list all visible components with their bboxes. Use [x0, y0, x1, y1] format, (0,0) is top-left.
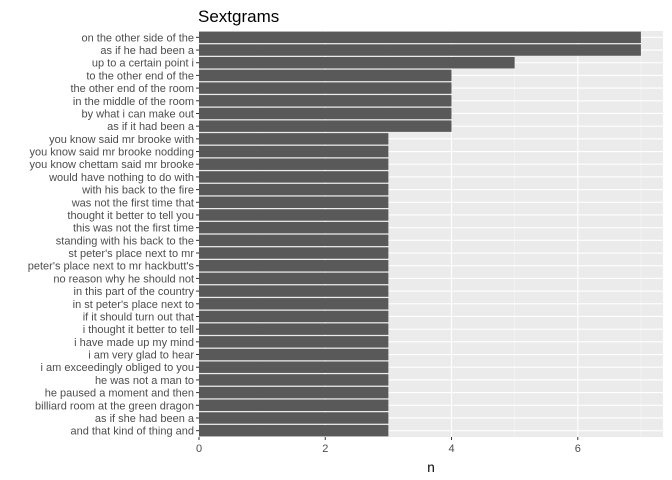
y-tick-label: you know chettam said mr brooke [30, 159, 194, 171]
x-tick-label: 4 [448, 443, 454, 455]
x-axis-label: n [427, 460, 435, 475]
bar [199, 260, 389, 272]
y-tick-label: billiard room at the green dragon [35, 400, 194, 412]
y-tick-label: in this part of the country [74, 286, 195, 298]
y-tick-label: on the other side of the [81, 32, 194, 44]
y-tick-label: as if he had been a [100, 45, 194, 57]
chart-title: Sextgrams [198, 7, 279, 26]
bar [199, 272, 389, 285]
y-tick-label: to the other end of the [86, 70, 194, 82]
y-tick-label: was not the first time that [71, 197, 194, 209]
bar [199, 247, 389, 259]
y-tick-label: in the middle of the room [73, 96, 194, 108]
bar [199, 196, 389, 208]
y-tick-label: i have made up my mind [74, 337, 194, 349]
bar [199, 145, 389, 158]
bar [199, 412, 389, 424]
y-tick-label: i thought it better to tell [83, 324, 194, 336]
y-tick-label: st peter's place next to mr [68, 248, 194, 260]
bar [199, 82, 452, 94]
y-tick-label: this was not the first time [73, 223, 194, 235]
y-tick-label: he paused a moment and then [45, 388, 194, 400]
y-tick-label: no reason why he should not [53, 273, 194, 285]
y-tick-label: by what i can make out [81, 108, 194, 120]
bar [199, 133, 389, 145]
bar [199, 399, 389, 411]
y-tick-label: you know said mr brooke with [49, 134, 194, 146]
y-tick-label: as if it had been a [107, 121, 195, 133]
bar [199, 234, 389, 247]
y-tick-label: up to a certain point i [92, 58, 194, 70]
x-tick-label: 6 [575, 443, 581, 455]
bar [199, 323, 389, 335]
y-tick-label: in st peter's place next to [73, 299, 194, 311]
bar [199, 374, 389, 386]
x-tick-label: 0 [196, 443, 202, 455]
bar [199, 31, 641, 44]
bar [199, 183, 389, 196]
bar [199, 298, 389, 310]
bar [199, 336, 389, 348]
y-tick-label: would have nothing to do with [48, 172, 194, 184]
bar [199, 424, 389, 437]
x-tick-labels: 0 2 4 6 [196, 437, 581, 455]
bar [199, 348, 389, 361]
bar [199, 171, 389, 183]
y-tick-label: he was not a man to [95, 375, 194, 387]
y-tick-label: i am exceedingly obliged to you [41, 362, 194, 374]
bar [199, 221, 389, 234]
y-tick-label: i am very glad to hear [88, 350, 194, 362]
bar [199, 285, 389, 297]
bar [199, 209, 389, 221]
y-tick-label: with his back to the fire [81, 185, 194, 197]
x-tick-label: 2 [322, 443, 328, 455]
y-tick-label: if it should turn out that [83, 311, 194, 323]
y-tick-label: peter's place next to mr hackbutt's [28, 261, 195, 273]
bar [199, 310, 389, 323]
bar [199, 120, 452, 132]
y-tick-label: you know said mr brooke nodding [30, 147, 194, 159]
bar [199, 386, 389, 399]
bar [199, 107, 452, 120]
bar [199, 44, 641, 56]
bar [199, 57, 515, 69]
y-tick-label: standing with his back to the [56, 235, 194, 247]
bar [199, 361, 389, 373]
y-tick-label: thought it better to tell you [67, 210, 194, 222]
bars [199, 31, 641, 437]
y-tick-label: as if she had been a [95, 413, 195, 425]
bar [199, 69, 452, 82]
bar [199, 158, 389, 170]
y-tick-label: and that kind of thing and [70, 426, 194, 438]
y-tick-label: the other end of the room [70, 83, 194, 95]
bar [199, 95, 452, 107]
